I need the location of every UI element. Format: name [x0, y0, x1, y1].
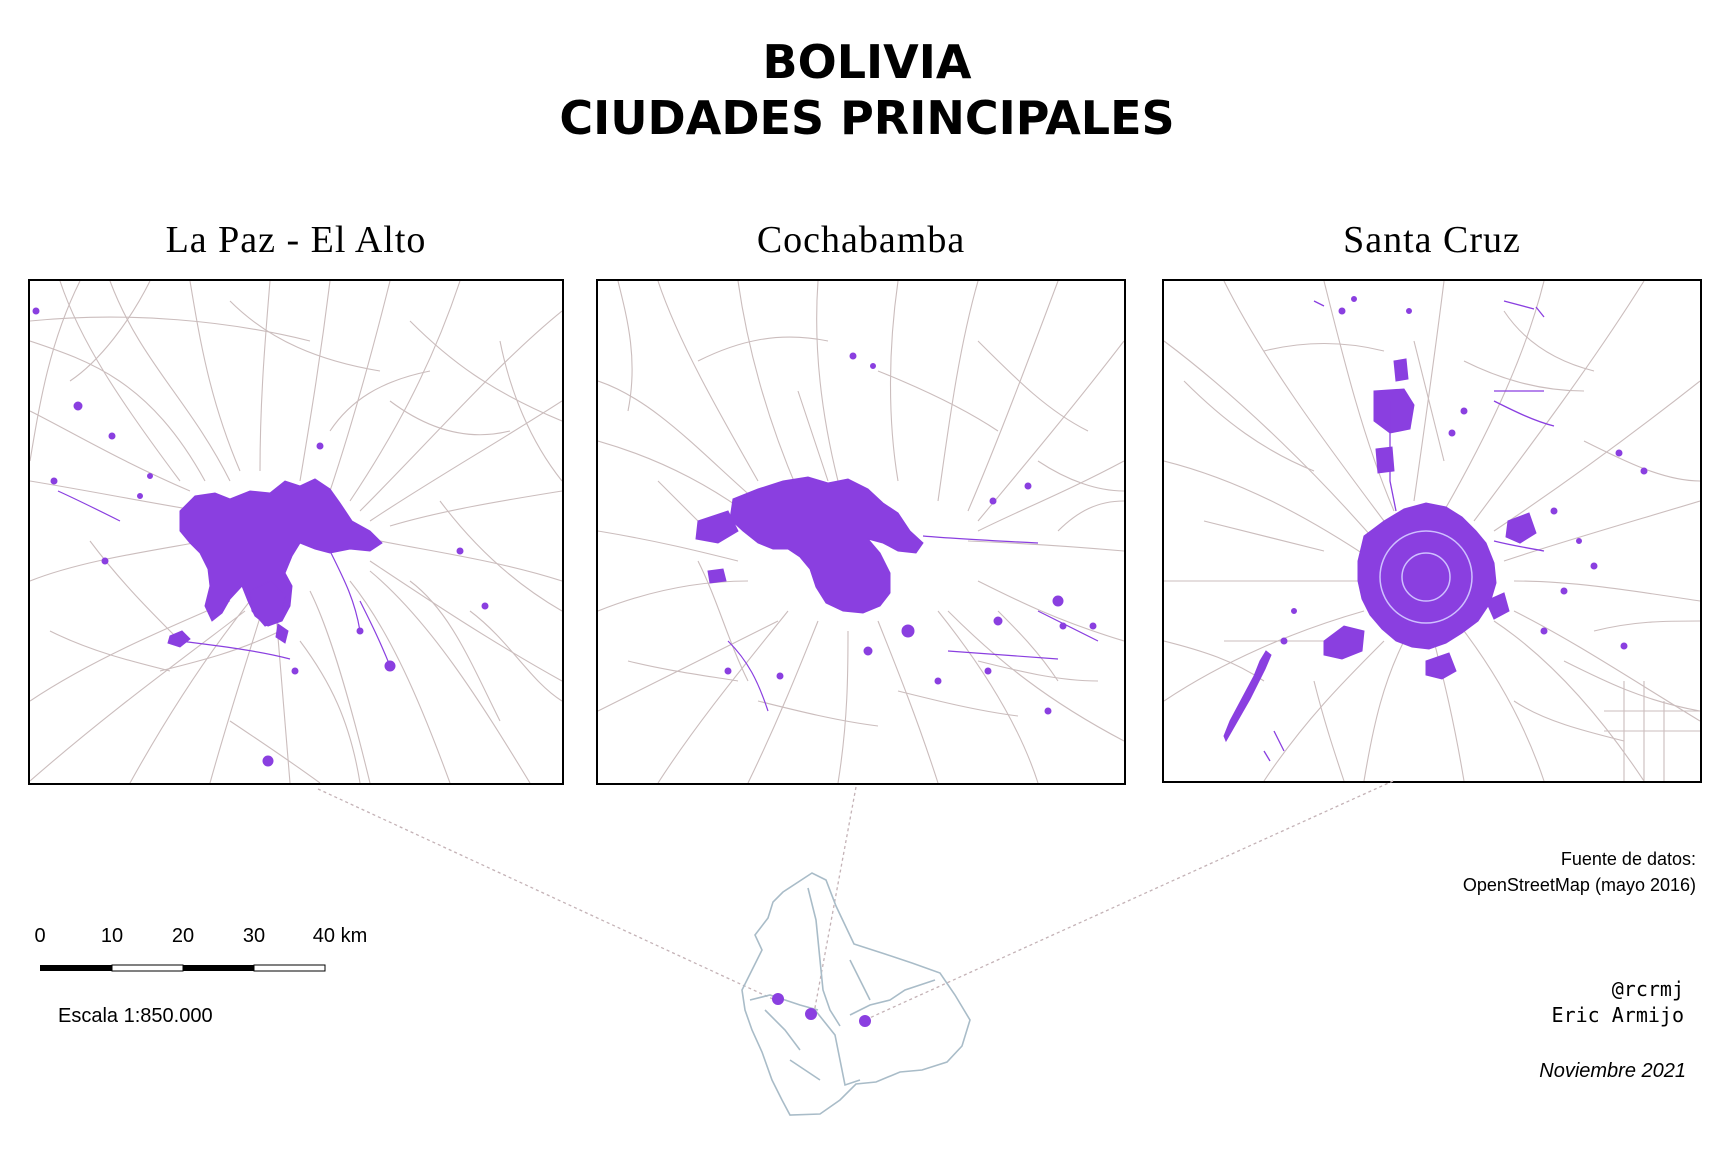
leader-line-santa-cruz — [864, 780, 1394, 1021]
road-network — [30, 281, 562, 783]
urban-roads — [1263, 300, 1555, 762]
road-network — [598, 281, 1124, 783]
scale-bar-graphic — [40, 964, 326, 972]
urban-area — [32, 307, 489, 767]
scale-tick-label: 10 — [100, 925, 124, 947]
marker-cochabamba — [805, 1008, 817, 1020]
scale-tick-label: 30 — [242, 925, 266, 947]
marker-la-paz — [772, 993, 784, 1005]
map-title-line2: CIUDADES PRINCIPALES — [559, 91, 1175, 145]
cochabamba-map — [598, 281, 1124, 783]
leader-line-la-paz — [317, 788, 776, 1001]
map-panel-cochabamba — [596, 279, 1126, 785]
panel-title-cochabamba: Cochabamba — [756, 219, 966, 261]
panel-title-la-paz: La Paz - El Alto — [165, 219, 427, 261]
urban-area — [1223, 296, 1648, 743]
leader-line-cochabamba — [813, 786, 857, 1014]
map-panel-santa-cruz — [1162, 279, 1702, 783]
road-network — [1164, 281, 1700, 781]
marker-santa-cruz — [859, 1015, 871, 1027]
source-value: OpenStreetMap (mayo 2016) — [1462, 875, 1696, 895]
scale-caption: Escala 1:850.000 — [58, 1005, 213, 1027]
map-date: Noviembre 2021 — [1539, 1060, 1686, 1082]
map-title-line1: BOLIVIA — [762, 35, 972, 89]
scale-tick-label: 40 km — [312, 925, 368, 947]
data-source: Fuente de datos: OpenStreetMap (mayo 201… — [1463, 846, 1696, 898]
urban-roads — [727, 535, 1099, 712]
city-ring-roads — [1379, 530, 1473, 624]
bolivia-outline — [741, 872, 971, 1116]
source-label: Fuente de datos: — [1560, 849, 1696, 869]
scale-tick-label: 20 — [171, 925, 195, 947]
urban-area — [695, 352, 1097, 715]
scale-bar: 0 10 20 30 40 km — [34, 925, 367, 1005]
la-paz-map — [30, 281, 562, 783]
panel-title-santa-cruz: Santa Cruz — [1343, 219, 1521, 261]
leader-lines — [317, 780, 1394, 1021]
city-markers — [772, 993, 871, 1027]
santa-cruz-map — [1164, 281, 1700, 781]
urban-roads — [57, 490, 391, 667]
author-name: Eric Armijo — [1551, 1003, 1684, 1027]
map-panel-la-paz — [28, 279, 564, 785]
author-handle: @rcrmj — [1611, 977, 1684, 1001]
scale-tick-label: 0 — [34, 925, 46, 947]
